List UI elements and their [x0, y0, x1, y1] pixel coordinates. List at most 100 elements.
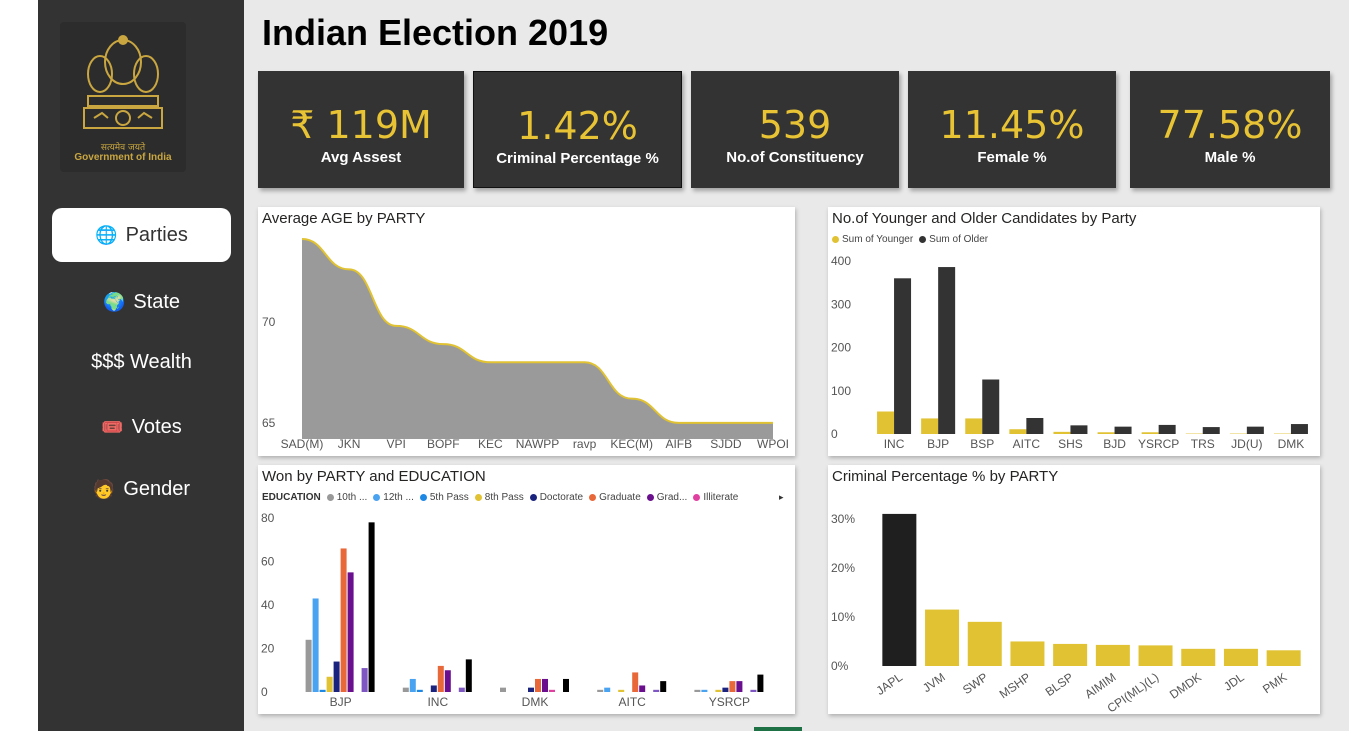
bar — [312, 598, 319, 692]
x-tick-label: BLSP — [1043, 670, 1076, 699]
x-tick-label: YSRCP — [709, 695, 750, 709]
x-tick-label: JVM — [920, 670, 948, 695]
x-tick-label: MSHP — [997, 670, 1033, 701]
legend-item[interactable]: Graduate — [589, 492, 641, 503]
nav-parties[interactable]: 🌐 Parties — [52, 208, 231, 262]
kpi-constituency[interactable]: 539 No.of Constituency — [691, 71, 899, 188]
bar — [1070, 425, 1088, 434]
kpi-male[interactable]: 77.58% Male % — [1130, 71, 1330, 188]
area-line — [301, 238, 773, 424]
legend-item[interactable]: 12th ... — [373, 492, 414, 503]
bar — [402, 687, 409, 692]
x-tick-label: SAD(M) — [281, 437, 324, 451]
bar — [660, 681, 667, 692]
x-tick-label: AITC — [619, 695, 647, 709]
bar — [1026, 417, 1044, 434]
chart-title: Average AGE by PARTY — [262, 210, 426, 227]
area-fill — [302, 239, 773, 439]
bar — [1095, 644, 1130, 666]
bar — [528, 687, 534, 692]
legend-swatch — [919, 236, 927, 243]
kpi-female[interactable]: 11.45% Female % — [908, 71, 1116, 188]
bar — [542, 678, 548, 692]
x-tick-label: TRS — [1191, 437, 1215, 451]
earth-icon: 🌍 — [102, 291, 126, 312]
bar — [430, 685, 437, 692]
legend-label: Doctorate — [539, 492, 584, 503]
x-tick-label: INC — [884, 437, 905, 451]
y-tick-label: 10% — [831, 610, 855, 624]
legend-next-arrow-icon[interactable]: ▸ — [779, 492, 784, 502]
bar — [444, 670, 451, 692]
legend-item[interactable]: 8th Pass — [474, 492, 524, 503]
x-tick-label: JAPL — [874, 670, 906, 698]
bar — [563, 678, 569, 692]
legend-title: EDUCATION — [262, 492, 321, 503]
x-tick-label: SJDD — [710, 437, 742, 451]
kpi-value: 539 — [758, 103, 832, 147]
x-tick-label: BJP — [927, 437, 949, 451]
legend-item[interactable]: Doctorate — [529, 492, 584, 503]
kpi-value: ₹ 119M — [290, 103, 432, 147]
bar — [1246, 426, 1264, 434]
bar — [333, 661, 340, 692]
bar — [965, 418, 983, 434]
bar — [1053, 643, 1088, 666]
bar — [722, 687, 729, 692]
x-tick-label: BJD — [1103, 437, 1126, 451]
y-tick-label: 20% — [831, 561, 855, 575]
bar — [409, 678, 416, 692]
kpi-label: No.of Constituency — [726, 149, 864, 166]
legend-item[interactable]: 10th ... — [326, 492, 367, 503]
bar — [632, 672, 639, 692]
y-tick-label: 70 — [262, 315, 276, 329]
y-tick-label: 65 — [262, 416, 276, 430]
y-tick-label: 40 — [261, 598, 275, 612]
chart-card-age[interactable]: Average AGE by PARTY 65 70 SAD(M) JKN VPI BOP… — [258, 207, 795, 456]
bar — [535, 678, 541, 692]
nav-state[interactable]: 🌍 State — [52, 275, 231, 329]
lion-capital-emblem-icon — [83, 35, 163, 129]
legend-item-younger[interactable]: Sum of Younger — [832, 234, 913, 245]
bar — [882, 513, 917, 666]
bar — [1138, 645, 1173, 666]
bar — [368, 522, 375, 692]
legend-swatch — [373, 494, 381, 501]
legend-swatch — [326, 494, 334, 501]
bar — [465, 659, 472, 692]
legend-label: Sum of Older — [929, 234, 989, 245]
chart-card-criminal[interactable]: Criminal Percentage % by PARTY 0% 10% 20% 3… — [828, 465, 1320, 714]
x-tick-label: BSP — [970, 437, 994, 451]
x-tick-label: AIMIM — [1082, 670, 1118, 701]
nav-gender[interactable]: 🧑 Gender — [52, 462, 231, 516]
legend: Sum of Younger Sum of Older — [832, 234, 988, 245]
bar — [877, 411, 895, 434]
bar — [1290, 424, 1308, 434]
bar — [715, 689, 722, 692]
nav-state-label: State — [133, 290, 181, 313]
x-tick-label: DMDK — [1167, 670, 1204, 702]
nav-wealth[interactable]: $$$ Wealth — [52, 335, 231, 389]
nav-votes-label: Votes — [131, 415, 182, 438]
younger-older-bar-chart: 0 100 200 300 400 INC BJP BSP AITC SHS BJD YSRCP TRS… — [831, 254, 1308, 451]
kpi-label: Male % — [1204, 149, 1256, 166]
chart-card-won-education[interactable]: Won by PARTY and EDUCATION EDUCATION 10t… — [258, 465, 795, 714]
bar — [1097, 432, 1115, 434]
chart-card-younger-older[interactable]: No.of Younger and Older Candidates by Pa… — [828, 207, 1320, 456]
legend-label: Illiterate — [703, 492, 739, 503]
legend-item-older[interactable]: Sum of Older — [919, 234, 988, 245]
chart-title: No.of Younger and Older Candidates by Pa… — [832, 210, 1137, 227]
legend-item[interactable]: 5th Pass — [419, 492, 469, 503]
kpi-criminal-percentage[interactable]: 1.42% Criminal Percentage % — [473, 71, 682, 188]
legend-item[interactable]: Illiterate — [693, 492, 738, 503]
bar — [1158, 424, 1176, 434]
kpi-avg-assets[interactable]: ₹ 119M Avg Assest — [258, 71, 464, 188]
legend-item[interactable]: Grad... — [646, 492, 687, 503]
bar — [701, 689, 708, 692]
kpi-value: 77.58% — [1157, 103, 1303, 147]
x-tick-label: AITC — [1013, 437, 1041, 451]
person-icon: 🧑 — [92, 478, 116, 499]
nav-votes[interactable]: 🎟️ Votes — [52, 400, 231, 454]
legend-label: 12th ... — [383, 492, 414, 503]
